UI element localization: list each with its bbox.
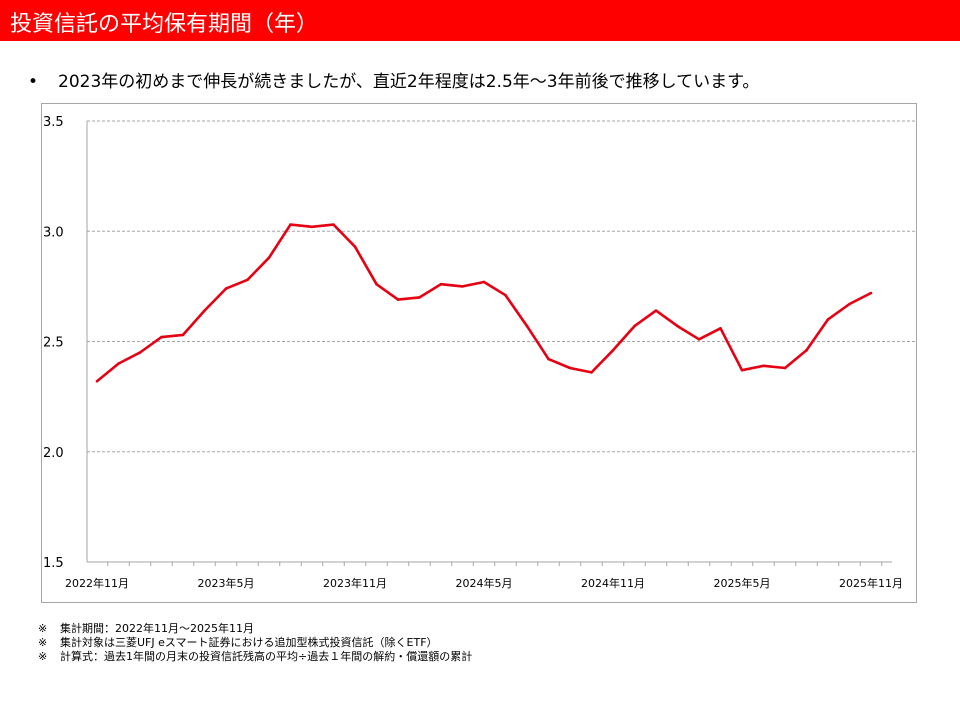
footnote-period: ※ 集計期間：2022年11月～2025年11月 <box>38 622 472 636</box>
footnote-formula: ※ 計算式：過去1年間の月末の投資信託残高の平均÷過去１年間の解約・償還額の累計 <box>38 650 472 664</box>
data-point <box>783 366 787 370</box>
chart-frame: 1.5 2.0 2.5 3.0 3.5 2022年11月 2023年5月 2023年11月 20… <box>41 103 917 603</box>
data-point <box>138 351 142 354</box>
x-tick-label: 2023年11月 <box>323 576 387 590</box>
y-tick-label: 2.5 <box>43 336 64 351</box>
data-point <box>461 285 464 288</box>
summary-text: 2023年の初めまで伸長が続きましたが、直近2年程度は2.5年～3年前後で推移し… <box>58 72 760 92</box>
data-point <box>568 366 572 370</box>
data-point <box>332 223 335 226</box>
data-point <box>396 298 400 301</box>
y-tick-label: 3.5 <box>43 115 64 130</box>
bullet-dot: • <box>28 72 39 92</box>
x-tick-label: 2024年5月 <box>456 576 513 590</box>
data-point <box>869 291 873 295</box>
data-point <box>590 371 593 374</box>
footnote-scope: ※ 集計対象は三菱UFJ eスマート証券における追加型株式投資信託（除くETF） <box>38 636 472 650</box>
data-point <box>654 309 658 312</box>
note-mark: ※ <box>38 650 48 663</box>
y-tick-label: 3.0 <box>43 225 64 240</box>
data-point <box>547 357 550 361</box>
note-mark: ※ <box>38 636 48 649</box>
footnote-text: 計算式：過去1年間の月末の投資信託残高の平均÷過去１年間の解約・償還額の累計 <box>60 650 473 663</box>
data-point <box>310 225 314 229</box>
data-point <box>181 333 185 337</box>
data-point <box>418 296 421 299</box>
y-tick-label: 1.5 <box>43 556 64 571</box>
footnotes: ※ 集計期間：2022年11月～2025年11月 ※ 集計対象は三菱UFJ eスマー… <box>38 622 472 664</box>
data-point <box>439 282 443 286</box>
x-tick-label: 2023年5月 <box>198 576 255 590</box>
data-point <box>676 324 679 328</box>
summary-line: • 2023年の初めまで伸長が続きましたが、直近2年程度は2.5年～3年前後で推移… <box>28 67 759 92</box>
data-point <box>267 256 271 260</box>
data-point <box>740 368 744 372</box>
data-point <box>805 349 808 352</box>
footnote-text: 集計対象は三菱UFJ eスマート証券における追加型株式投資信託（除くETF） <box>60 636 438 649</box>
data-point <box>375 282 378 286</box>
data-point <box>160 335 163 339</box>
series-line <box>96 223 872 383</box>
line-chart: 1.5 2.0 2.5 3.0 3.5 2022年11月 2023年5月 2023年11月 20… <box>43 115 917 590</box>
title-bar: 投資信託の平均保有期間（年） <box>0 0 960 41</box>
data-point <box>697 337 701 341</box>
data-point <box>203 309 206 312</box>
data-point <box>353 245 357 248</box>
data-point <box>826 318 830 321</box>
data-point <box>719 326 722 330</box>
data-point <box>762 364 765 368</box>
footnote-text: 集計期間：2022年11月～2025年11月 <box>60 622 254 635</box>
note-mark: ※ <box>38 622 48 635</box>
data-point <box>224 287 228 290</box>
y-tick-label: 2.0 <box>43 446 64 461</box>
x-tick-label: 2025年11月 <box>839 576 903 590</box>
data-point <box>633 324 636 328</box>
x-tick-label: 2022年11月 <box>65 576 129 590</box>
data-point <box>95 379 99 383</box>
data-point <box>504 293 507 297</box>
x-tick-label: 2025年5月 <box>714 576 771 590</box>
data-point <box>611 349 615 352</box>
page-title: 投資信託の平均保有期間（年） <box>10 12 319 37</box>
data-point <box>246 278 249 282</box>
data-point <box>289 223 292 226</box>
data-point <box>848 302 851 306</box>
data-point <box>117 362 120 365</box>
data-point <box>482 280 486 284</box>
x-tick-label: 2024年11月 <box>581 576 645 590</box>
data-point <box>525 324 529 328</box>
